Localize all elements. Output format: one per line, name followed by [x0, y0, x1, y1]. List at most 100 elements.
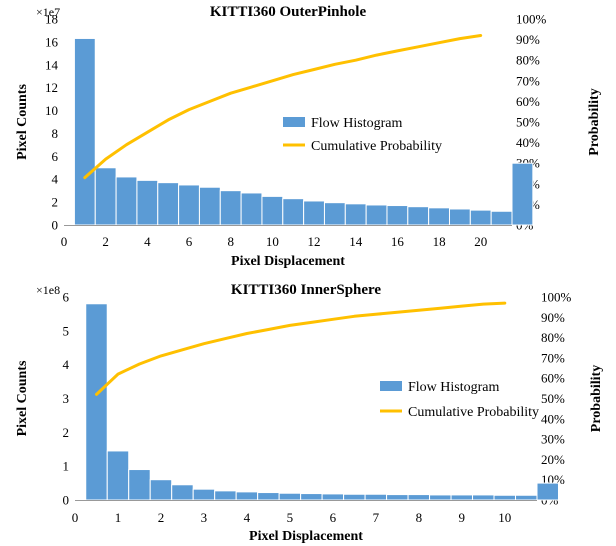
chart1-histogram-bar [428, 207, 450, 226]
chart2-histogram-bar [85, 303, 108, 501]
chart1-y2tick-label: 70% [516, 73, 540, 88]
chart2-y2tick-label: 30% [541, 432, 565, 447]
chart2-y2tick-label: 50% [541, 391, 565, 406]
chart1-histogram-bar [323, 202, 346, 226]
chart1-histogram-bar [511, 162, 534, 226]
chart2-histogram-bar [300, 493, 323, 501]
chart2-histogram-bar [493, 494, 517, 501]
chart1-xtick-label: 12 [308, 234, 321, 249]
chart2-y2tick-label: 100% [541, 290, 572, 305]
chart2-x-axis-label: Pixel Displacement [249, 529, 363, 544]
chart2-xtick-label: 1 [115, 510, 122, 525]
chart1-ytick-label: 8 [52, 126, 59, 141]
chart2-histogram-bar [536, 482, 559, 501]
chart2-ytick-label: 6 [63, 290, 70, 305]
chart1-x-axis-label: Pixel Displacement [231, 254, 345, 269]
chart1-ytick-label: 14 [45, 57, 59, 72]
chart1-xtick-label: 2 [102, 234, 109, 249]
chart1-title: KITTI360 OuterPinhole [210, 4, 367, 20]
chart2-xtick-label: 6 [330, 510, 337, 525]
chart2-xtick-label: 10 [498, 510, 511, 525]
chart1-ytick-label: 6 [52, 149, 59, 164]
chart2-ytick-label: 1 [63, 459, 70, 474]
chart1-y2-axis-label: Probability [587, 88, 602, 155]
chart1-xtick-label: 0 [61, 234, 68, 249]
chart2-multiplier: ×1e8 [36, 283, 60, 297]
chart2-y2tick-label: 40% [541, 411, 565, 426]
chart2-histogram-bar [235, 491, 259, 501]
chart1-histogram-bar [136, 179, 159, 226]
chart2-y2tick-label: 70% [541, 350, 565, 365]
chart2-xtick-label: 7 [373, 510, 380, 525]
chart2-ytick-label: 2 [63, 425, 70, 440]
chart2-y2tick-label: 60% [541, 371, 565, 386]
chart2-histogram-bar [192, 488, 216, 501]
chart2-histogram-bar [106, 450, 130, 501]
chart2-histogram-bar [149, 479, 173, 501]
chart1-histogram-bar [386, 205, 409, 226]
chart2-xtick-label: 2 [158, 510, 165, 525]
chart1-y2tick-label: 80% [516, 53, 540, 68]
chart2-histogram-bar [343, 493, 366, 501]
chart1-histogram-bar [115, 176, 138, 226]
chart2-histogram-bar [472, 494, 495, 501]
chart2-title: KITTI360 InnerSphere [231, 282, 382, 298]
chart1-ytick-label: 10 [45, 103, 58, 118]
chart1-y2tick-label: 100% [516, 12, 547, 27]
chart1-xtick-label: 14 [349, 234, 363, 249]
chart2-xtick-label: 0 [72, 510, 79, 525]
chart1-histogram-bar [469, 209, 492, 226]
chart1-histogram-bar [344, 203, 367, 226]
chart1-histogram-bar [157, 182, 180, 226]
chart1-xtick-label: 18 [433, 234, 446, 249]
chart1-ytick-label: 4 [52, 172, 59, 187]
chart1-multiplier: ×1e7 [36, 5, 60, 19]
chart1-legend-label-cumulative: Cumulative Probability [311, 139, 442, 154]
chart1-histogram-bar [178, 184, 200, 226]
chart1-xtick-label: 16 [391, 234, 405, 249]
chart1-ytick-label: 0 [52, 218, 59, 233]
chart2-histogram-bar [171, 484, 194, 501]
chart2-histogram-bar [364, 493, 388, 501]
chart1-xtick-label: 8 [227, 234, 234, 249]
chart2-histogram-bar [278, 492, 302, 501]
chart2-cumulative-line [95, 301, 507, 396]
chart1-histogram-bar [448, 208, 471, 226]
chart1-y2tick-label: 60% [516, 94, 540, 109]
chart1-xtick-label: 10 [266, 234, 279, 249]
chart2-legend-swatch-histogram [380, 381, 402, 391]
chart2-histogram-bar [386, 494, 409, 501]
chart1-ytick-label: 16 [45, 34, 59, 49]
chart2-xtick-label: 9 [459, 510, 466, 525]
chart2-y2tick-label: 80% [541, 330, 565, 345]
chart1-y2tick-label: 50% [516, 115, 540, 130]
chart2-xtick-label: 3 [201, 510, 208, 525]
chart2-histogram-bar [515, 494, 538, 501]
chart1-histogram-bar [94, 167, 117, 226]
chart2-histogram-bar [128, 469, 151, 501]
chart2-ytick-label: 0 [63, 493, 70, 508]
chart1-ytick-label: 18 [45, 12, 58, 27]
chart2-xtick-label: 4 [244, 510, 251, 525]
chart1-histogram-bar [365, 204, 388, 226]
chart2-xtick-label: 5 [287, 510, 294, 525]
chart2-histogram-bar [429, 494, 452, 501]
chart2-ytick-label: 3 [63, 391, 70, 406]
chart2-legend-label-cumulative: Cumulative Probability [408, 405, 539, 420]
chart1-y2tick-label: 40% [516, 135, 540, 150]
chart1-histogram-bar [73, 37, 96, 226]
chart1-legend-label-histogram: Flow Histogram [311, 116, 403, 131]
chart1-xtick-label: 6 [186, 234, 193, 249]
chart2-y2tick-label: 20% [541, 452, 565, 467]
chart1-histogram-bar [282, 198, 305, 226]
chart1-y2tick-label: 90% [516, 32, 540, 47]
chart1-y-axis-label: Pixel Counts [15, 84, 30, 160]
chart2-y2-axis-label: Probability [589, 365, 604, 432]
chart2-ytick-label: 5 [63, 323, 70, 338]
chart2-y-axis-label: Pixel Counts [15, 360, 30, 436]
chart1-xtick-label: 4 [144, 234, 151, 249]
chart1-histogram-bar [219, 190, 242, 226]
chart1-histogram-bar [261, 195, 284, 226]
chart2-legend-label-histogram: Flow Histogram [408, 380, 500, 395]
